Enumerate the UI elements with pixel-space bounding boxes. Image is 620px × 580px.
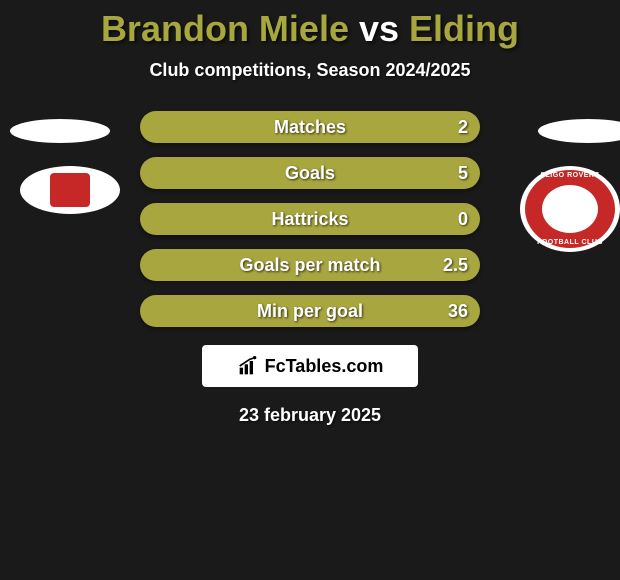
left-club-crest (20, 166, 120, 214)
right-crest-top-text: SLIGO ROVERS (540, 172, 599, 179)
stat-label: Min per goal (140, 301, 480, 322)
stat-value-right: 2.5 (443, 255, 468, 276)
right-club-crest: SLIGO ROVERS FOOTBALL CLUB (520, 166, 620, 252)
chart-icon (237, 356, 259, 376)
stat-bars: Matches2Goals5Hattricks0Goals per match2… (140, 111, 480, 327)
stat-row: Min per goal36 (140, 295, 480, 327)
stat-value-right: 5 (458, 163, 468, 184)
branding-text: FcTables.com (265, 356, 384, 377)
title-player2: Elding (409, 8, 519, 49)
stat-value-right: 2 (458, 117, 468, 138)
stat-row: Goals per match2.5 (140, 249, 480, 281)
title-vs: vs (359, 8, 399, 49)
stat-label: Hattricks (140, 209, 480, 230)
title-player1: Brandon Miele (101, 8, 349, 49)
right-player-placeholder (538, 119, 620, 143)
stat-label: Goals per match (140, 255, 480, 276)
stat-row: Matches2 (140, 111, 480, 143)
branding-box: FcTables.com (202, 345, 418, 387)
stat-label: Goals (140, 163, 480, 184)
stat-row: Hattricks0 (140, 203, 480, 235)
stat-value-right: 36 (448, 301, 468, 322)
stat-row: Goals5 (140, 157, 480, 189)
date-text: 23 february 2025 (0, 405, 620, 426)
page-title: Brandon Miele vs Elding (0, 0, 620, 50)
subtitle: Club competitions, Season 2024/2025 (0, 60, 620, 81)
right-crest-bottom-text: FOOTBALL CLUB (537, 239, 603, 246)
stat-label: Matches (140, 117, 480, 138)
stat-value-right: 0 (458, 209, 468, 230)
content-area: SLIGO ROVERS FOOTBALL CLUB Matches2 Goals… (0, 111, 620, 327)
left-player-placeholder (10, 119, 110, 143)
